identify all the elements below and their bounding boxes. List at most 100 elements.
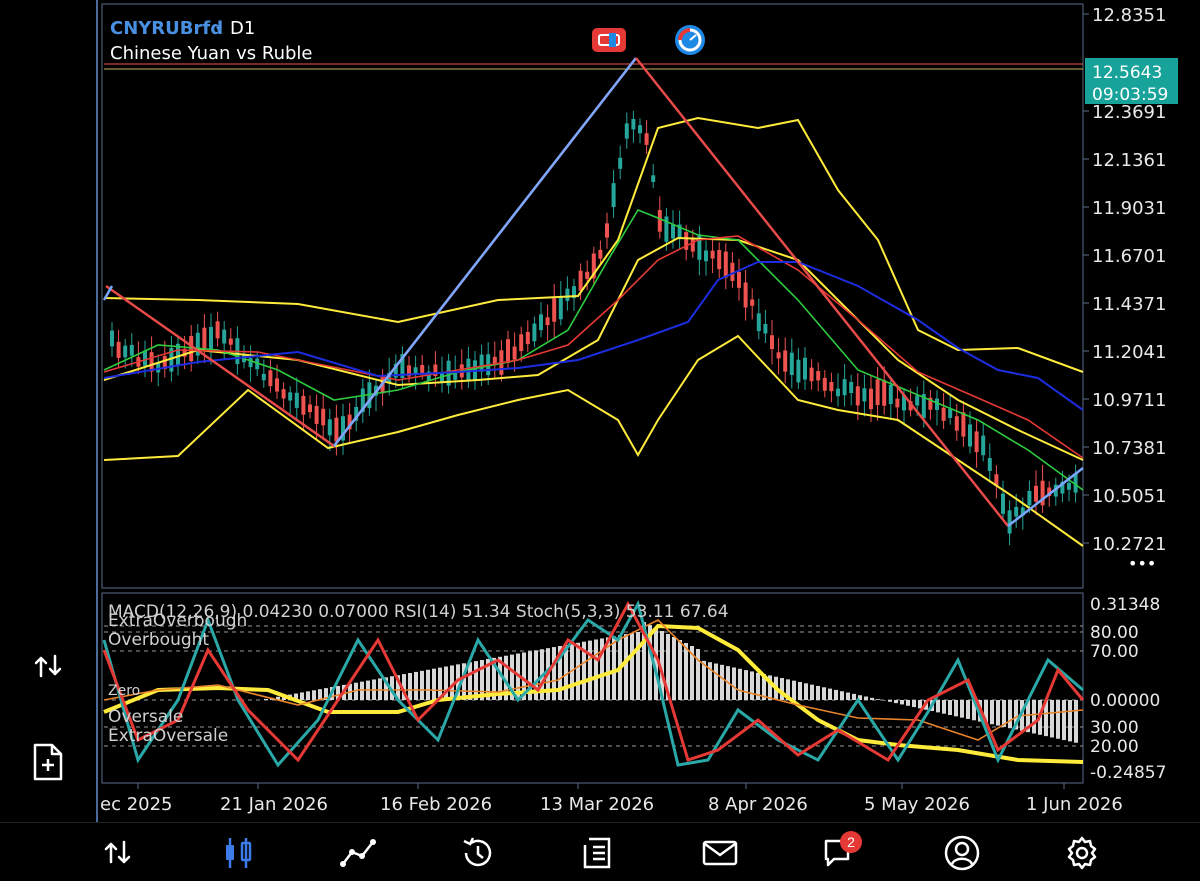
- macd-histogram-bar: [798, 682, 802, 700]
- macd-histogram-bar: [966, 700, 970, 719]
- macd-histogram-bar: [1062, 700, 1066, 740]
- mail-icon[interactable]: [692, 831, 748, 875]
- candle-body: [268, 370, 272, 386]
- candle-body: [1008, 510, 1012, 533]
- trade-icon[interactable]: [330, 831, 386, 875]
- macd-histogram-bar: [432, 669, 436, 700]
- candle-body: [829, 382, 833, 391]
- macd-histogram-bar: [1068, 700, 1072, 741]
- more-menu-icon[interactable]: •••: [1128, 554, 1156, 573]
- macd-histogram-bar: [996, 700, 1000, 726]
- indicator-lines: [104, 118, 1083, 546]
- symbol-label[interactable]: CNYRUBrfd: [110, 18, 223, 39]
- stoch-main-line: [104, 604, 1083, 765]
- macd-histogram-bar: [702, 661, 706, 700]
- chat-badge: 2: [840, 831, 862, 853]
- level-label-zero: Zero: [108, 683, 140, 699]
- chart-canvas[interactable]: CNYRUBrfd ▾ D1 Chinese Yuan vs Ruble 12.…: [98, 0, 1200, 822]
- candle-body: [513, 347, 517, 360]
- candle-body: [546, 317, 550, 325]
- candle-body: [249, 358, 253, 367]
- macd-histogram-bar: [912, 700, 916, 707]
- time-tick-label: 16 Feb 2026: [380, 794, 492, 815]
- candle-body: [526, 332, 530, 344]
- candle-body: [882, 380, 886, 406]
- candle-body: [869, 389, 873, 409]
- quotes-icon[interactable]: [90, 831, 146, 875]
- candle-body: [843, 379, 847, 395]
- price-tick-label: 11.9031: [1092, 198, 1166, 219]
- macd-histogram-bar: [576, 643, 580, 700]
- indicator-series: [104, 604, 1083, 765]
- price-tick-label: 11.4371: [1092, 294, 1166, 315]
- symbol-description: Chinese Yuan vs Ruble: [110, 43, 313, 64]
- one-click-trade-icon[interactable]: [592, 28, 626, 52]
- macd-histogram-bar: [834, 690, 838, 700]
- macd-histogram-bar: [414, 672, 418, 700]
- zigzag-last-segment: [1008, 468, 1083, 526]
- candle-body: [202, 328, 206, 349]
- level-label-extraoverbought: ExtraOverbough: [108, 611, 247, 631]
- candle-body: [565, 289, 569, 301]
- time-tick-label: 13 Mar 2026: [540, 794, 654, 815]
- macd-histogram-bar: [864, 697, 868, 700]
- macd-histogram-bar: [360, 682, 364, 700]
- candle-body: [532, 324, 536, 342]
- macd-histogram-bar: [936, 700, 940, 712]
- price-tick-label: 11.2041: [1092, 342, 1166, 363]
- candle-body: [717, 250, 721, 269]
- candle-body: [308, 404, 312, 412]
- candle-body: [1027, 491, 1031, 505]
- chat-icon[interactable]: 2: [812, 831, 868, 875]
- timeframe-label[interactable]: D1: [230, 18, 255, 39]
- candle-body: [321, 409, 325, 426]
- journal-icon[interactable]: [570, 831, 626, 875]
- candle-body: [598, 250, 602, 259]
- macd-histogram-bar: [846, 693, 850, 700]
- macd-histogram-bar: [1050, 700, 1054, 737]
- macd-histogram-bar: [918, 700, 922, 708]
- timer-icon[interactable]: [675, 25, 705, 55]
- candle-body: [1034, 486, 1038, 502]
- macd-histogram-bar: [720, 665, 724, 700]
- candle-body: [915, 395, 919, 405]
- macd-histogram-bar: [840, 691, 844, 700]
- indicator-scale-label: 0.31348: [1090, 595, 1160, 615]
- new-document-icon[interactable]: [22, 736, 74, 788]
- candle-body: [229, 339, 233, 345]
- candle-body: [783, 350, 787, 371]
- candlestick-series: [110, 111, 1078, 545]
- macd-histogram-bar: [750, 671, 754, 700]
- candle-body: [315, 406, 319, 424]
- candle-body: [222, 330, 226, 344]
- sort-arrows-icon[interactable]: [22, 640, 74, 692]
- candle-body: [288, 392, 292, 400]
- candle-body: [704, 250, 708, 261]
- macd-histogram-bar: [894, 700, 898, 703]
- symbol-dropdown-icon[interactable]: ▾: [216, 22, 222, 36]
- candle-body: [117, 342, 121, 358]
- candle-body: [988, 458, 992, 471]
- macd-histogram-bar: [306, 691, 310, 700]
- chart-icon[interactable]: [210, 831, 266, 875]
- stoch-signal-line: [104, 604, 1083, 760]
- candle-body: [770, 335, 774, 349]
- macd-histogram-bar: [942, 700, 946, 714]
- settings-icon[interactable]: [1054, 831, 1110, 875]
- candle-body: [981, 436, 985, 456]
- macd-histogram-bar: [1008, 700, 1012, 728]
- candle-body: [301, 396, 305, 415]
- candle-body: [209, 327, 213, 352]
- community-icon[interactable]: [934, 831, 990, 875]
- macd-histogram-bar: [960, 700, 964, 718]
- candle-body: [876, 379, 880, 405]
- history-icon[interactable]: [450, 831, 506, 875]
- price-tick-label: 12.3691: [1092, 102, 1166, 123]
- indicator-scale-label: 20.00: [1090, 737, 1139, 757]
- chart-window[interactable]: CNYRUBrfd ▾ D1 Chinese Yuan vs Ruble 12.…: [96, 0, 1200, 822]
- candle-body: [480, 355, 484, 372]
- macd-histogram-bar: [780, 678, 784, 700]
- candle-body: [836, 389, 840, 397]
- macd-histogram-bar: [714, 664, 718, 700]
